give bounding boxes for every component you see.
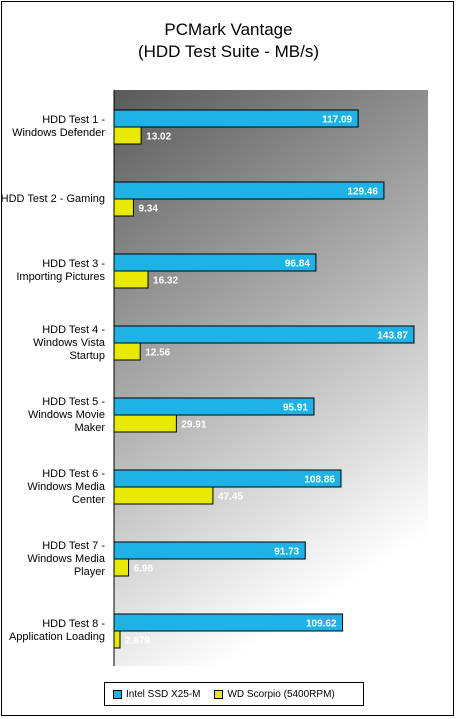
chart-title: PCMark Vantage: [164, 20, 293, 39]
data-label-hdd-1: 13.02: [146, 132, 171, 143]
bar-hdd-5: [113, 414, 177, 433]
bar-ssd-4: [113, 325, 415, 344]
legend: Intel SSD X25-M WD Scorpio (5400RPM): [104, 682, 364, 706]
bar-hdd-3: [113, 270, 149, 289]
legend-item-ssd: Intel SSD X25-M: [113, 689, 200, 700]
category-label-2: HDD Test 2 - Gaming: [0, 193, 105, 205]
data-label-ssd-7: 91.73: [274, 547, 299, 558]
legend-swatch-ssd: [113, 689, 122, 699]
bar-hdd-1: [113, 126, 142, 145]
legend-item-hdd: WD Scorpio (5400RPM): [214, 688, 335, 700]
data-label-ssd-4: 143.87: [377, 331, 408, 342]
data-label-hdd-4: 12.56: [145, 348, 170, 359]
plot-area: [114, 90, 428, 666]
bar-ssd-3: [113, 253, 317, 272]
bar-hdd-6: [113, 486, 214, 505]
bar-hdd-2: [113, 198, 134, 217]
bar-hdd-7: [113, 558, 130, 577]
bar-ssd-6: [113, 469, 342, 488]
data-label-hdd-8: 2.879: [125, 636, 150, 647]
data-label-hdd-7: 6.98: [134, 564, 154, 575]
bar-ssd-8: [113, 613, 344, 632]
bar-ssd-7: [113, 541, 306, 560]
category-label-1: HDD Test 1 - Windows Defender: [12, 114, 105, 139]
data-label-ssd-8: 109.62: [306, 619, 337, 630]
data-label-hdd-2: 9.34: [138, 204, 158, 215]
category-label-3: HDD Test 3 - Importing Pictures: [16, 258, 105, 283]
category-label-6: HDD Test 6 - Windows Media Center: [27, 468, 105, 506]
bar-ssd-5: [113, 397, 315, 416]
category-label-5: HDD Test 5 - Windows Movie Maker: [27, 396, 105, 434]
category-label-4: HDD Test 4 - Windows Vista Startup: [33, 324, 105, 362]
data-label-hdd-3: 16.32: [153, 276, 178, 287]
category-label-7: HDD Test 7 - Windows Media Player: [27, 540, 105, 578]
data-label-hdd-6: 47.45: [218, 492, 243, 503]
data-label-ssd-2: 129.46: [347, 187, 378, 198]
bar-hdd-8: [113, 630, 121, 649]
chart-subtitle: (HDD Test Suite - MB/s): [137, 42, 320, 61]
data-label-ssd-6: 108.86: [304, 475, 335, 486]
legend-label-hdd: WD Scorpio (5400RPM): [227, 688, 335, 700]
category-label-8: HDD Test 8 - Application Loading: [8, 618, 105, 643]
bar-hdd-4: [113, 342, 141, 361]
data-label-hdd-5: 29.91: [181, 420, 206, 431]
data-label-ssd-5: 95.91: [283, 403, 308, 414]
bar-ssd-1: [113, 109, 359, 128]
legend-label-ssd: Intel SSD X25-M: [126, 688, 201, 700]
data-label-ssd-1: 117.09: [322, 115, 352, 126]
data-label-ssd-3: 96.84: [285, 259, 310, 270]
legend-swatch-hdd: [214, 689, 224, 699]
bar-ssd-2: [113, 181, 385, 200]
